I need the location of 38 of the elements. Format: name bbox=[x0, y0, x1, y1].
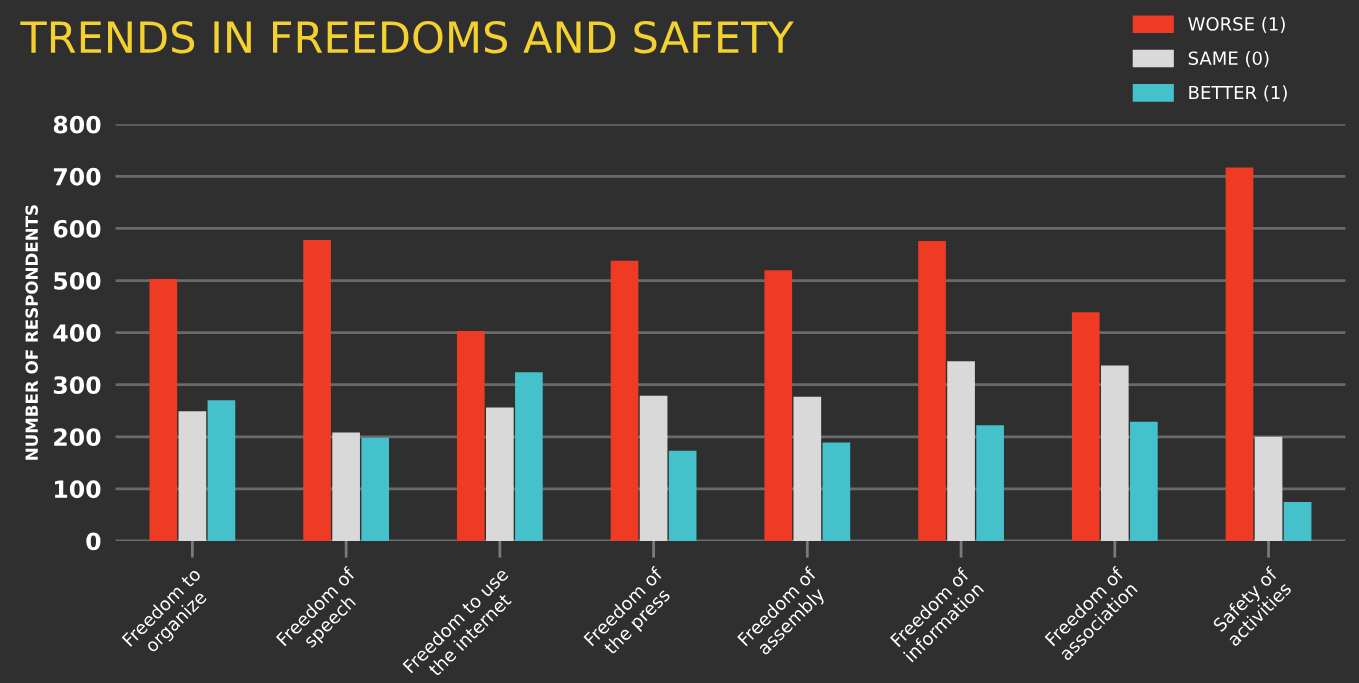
bar bbox=[918, 240, 946, 541]
bar bbox=[149, 278, 178, 541]
bar bbox=[947, 361, 975, 541]
y-axis-title: NUMBER OF RESPONDENTS bbox=[25, 205, 38, 460]
bar bbox=[1071, 312, 1100, 541]
y-tick-label: 800 bbox=[53, 115, 101, 134]
bar bbox=[764, 270, 793, 541]
y-tick-label: 400 bbox=[53, 324, 101, 342]
bar bbox=[303, 239, 331, 541]
bar bbox=[207, 400, 236, 541]
chart-title: TRENDS IN FREEDOMS AND SAFETY bbox=[20, 20, 794, 54]
bar bbox=[976, 425, 1004, 541]
y-tick-label: 500 bbox=[54, 271, 101, 290]
bar bbox=[456, 331, 485, 541]
y-tick-label: 700 bbox=[53, 167, 101, 186]
bar bbox=[822, 442, 851, 541]
y-tick-label: 600 bbox=[53, 219, 101, 238]
y-tick-label: 300 bbox=[53, 376, 101, 395]
y-tick-label: 0 bbox=[86, 532, 101, 551]
legend-label: SAME (0) bbox=[1188, 51, 1269, 68]
bar bbox=[1130, 421, 1158, 541]
bar bbox=[668, 450, 697, 541]
legend-label: BETTER (1) bbox=[1189, 85, 1287, 102]
bar bbox=[610, 260, 639, 541]
bar bbox=[1100, 365, 1129, 541]
legend-label: WORSE (1) bbox=[1188, 16, 1285, 33]
bar bbox=[1283, 501, 1312, 541]
bar bbox=[1225, 167, 1254, 541]
bar bbox=[178, 411, 207, 541]
bar bbox=[361, 437, 390, 541]
y-tick-label: 100 bbox=[55, 480, 101, 499]
bar bbox=[486, 407, 514, 541]
bar bbox=[1254, 436, 1283, 541]
y-tick-label: 200 bbox=[54, 428, 101, 447]
bar bbox=[515, 372, 543, 541]
bar bbox=[639, 395, 668, 541]
bar bbox=[793, 396, 822, 541]
bar bbox=[332, 432, 360, 541]
